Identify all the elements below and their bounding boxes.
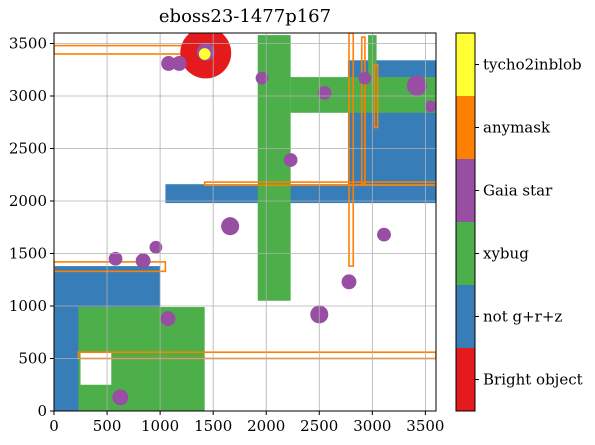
anymask-layer [54,33,436,360]
colorbar-segment [456,96,475,159]
gaia-star [341,274,357,290]
gaia-star [406,75,427,96]
gaia-star [135,253,151,269]
colorbar-label: tycho2inblob [483,56,582,74]
y-tick-label: 1000 [9,297,47,315]
colorbar-segment [456,33,475,96]
hole-layer [80,352,112,385]
gaia-star [108,251,123,266]
gaia-star [221,217,240,236]
plot-area [54,33,436,411]
colorbar-label: not g+r+z [483,308,562,326]
x-tick-label: 1500 [194,417,232,435]
y-tick-label: 1500 [9,245,47,263]
gaia-star [358,71,372,85]
x-tick-label: 1000 [141,417,179,435]
tycho2inblob-layer [198,48,211,60]
x-tick-label: 2500 [300,417,338,435]
y-axis: 0 500 1000 1500 2000 2500 3000 3500 [9,35,54,420]
gaia-star [377,227,391,242]
y-tick-label: 2500 [9,140,47,158]
colorbar-segment [456,222,475,285]
x-axis: 0 500 1000 1500 2000 2500 3000 3500 [49,411,444,435]
y-tick-label: 3500 [9,35,47,53]
gaia-star [317,85,332,100]
colorbar-segment [456,159,475,222]
grid-lines [54,33,436,411]
colorbar-segment [456,285,475,348]
gaia-star [171,56,187,71]
gaia-star [161,56,177,71]
plot-frame [53,32,437,412]
colorbar-label: anymask [483,119,551,137]
y-tick-label: 3000 [9,87,47,105]
colorbar-frame [455,32,476,412]
colorbar-label: Bright object [483,371,583,389]
gaia-star [424,100,436,113]
colorbar-label: Gaia star [483,182,553,200]
x-tick-label: 3500 [406,417,444,435]
x-tick-label: 3000 [353,417,391,435]
gaia-star [255,71,269,85]
colorbar: Bright object not g+r+z xybug Gaia star anym… [455,32,583,412]
x-tick-label: 2000 [247,417,285,435]
anymask-region [360,36,366,186]
y-tick-label: 2000 [9,192,47,210]
unmasked-region [80,352,112,385]
colorbar-label: xybug [483,245,529,263]
gaia-star [112,389,129,406]
anymask-region [203,181,436,187]
not-grz-region [165,184,436,204]
gaia-star [149,240,163,254]
y-tick-label: 500 [18,350,47,368]
gaia-star [283,153,298,167]
colorbar-segment [456,348,475,411]
chart-title: eboss23-1477p167 [159,6,331,27]
gaia-star [160,311,176,327]
x-tick-label: 0 [49,417,59,435]
tycho2inblob-blob [198,48,211,60]
y-tick-label: 0 [37,402,47,420]
x-tick-label: 500 [93,417,122,435]
anymask-region [348,33,355,267]
